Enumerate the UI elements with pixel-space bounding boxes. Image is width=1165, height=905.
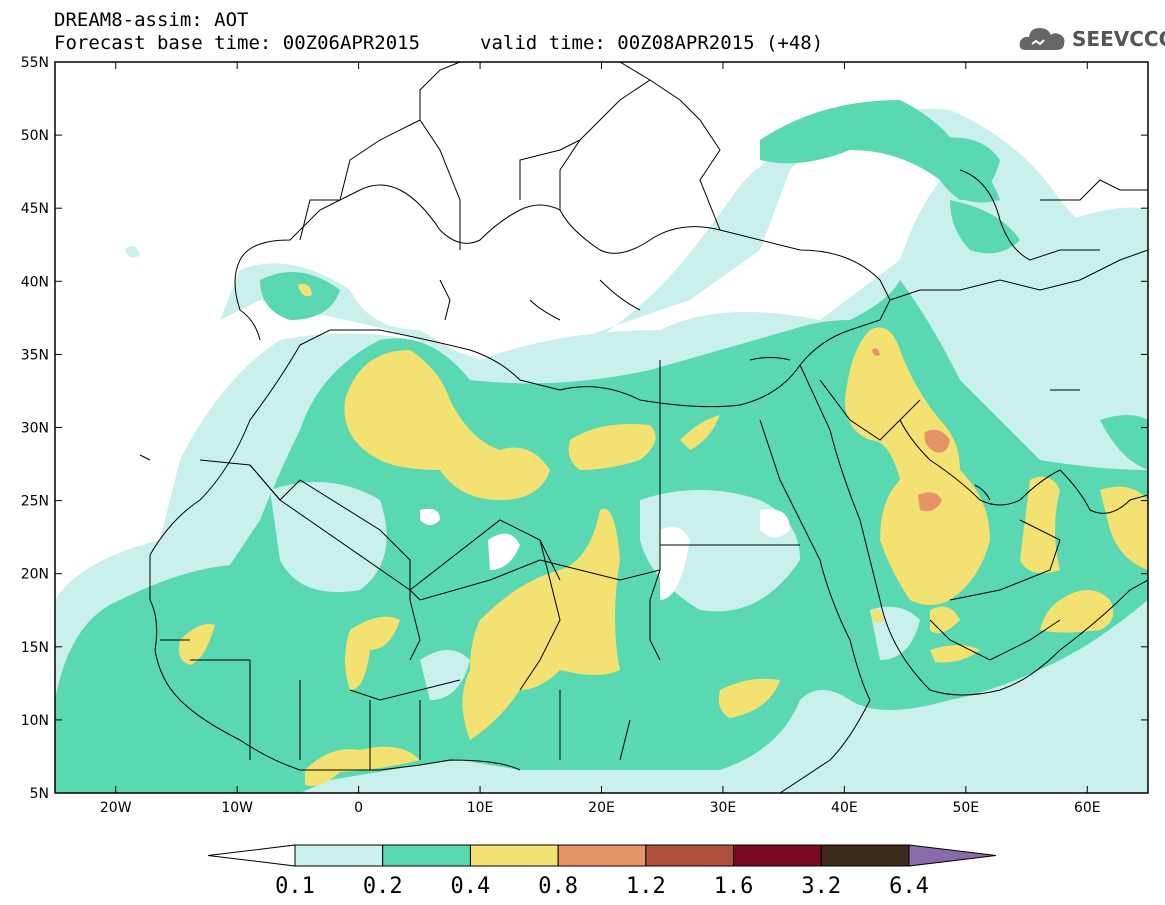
legend-label: 1.6 [714,874,754,899]
legend-box [469,844,559,867]
legend-box [733,844,822,867]
lat-label: 45N [21,201,49,217]
legend-label: 0.4 [451,874,491,899]
lat-label: 20N [21,567,49,583]
aot-0.8-1.2-regions [872,348,950,512]
legend-label: 1.2 [626,874,666,899]
valid-time: valid time: 00Z08APR2015 (+48) [480,32,824,54]
lon-label: 10E [467,800,494,816]
legend-box [820,844,910,867]
logo-text: SEEVCCC [1072,27,1165,51]
lon-label: 20W [100,800,132,816]
lat-label: 5N [30,786,49,802]
map-title: DREAM8-assim: AOT [54,9,249,31]
lat-label: 25N [21,494,49,510]
legend-labels: 0.1 0.2 0.4 0.8 1.2 1.6 3.2 6.4 [275,874,929,899]
longitude-axis: 20W 10W 0 10E 20E 30E 40E 50E 60E [100,62,1101,816]
coastline-details [139,279,1080,501]
legend-low-arrow [207,844,296,867]
legend-label: 0.1 [275,874,315,899]
country-borders [149,62,1148,793]
lon-label: 0 [354,800,363,816]
seevccc-logo: SEEVCCC [1018,22,1165,58]
lat-label: 35N [21,347,49,363]
lat-label: 40N [21,274,49,290]
forecast-base-time: Forecast base time: 00Z06APR2015 [54,32,421,54]
legend-high-arrow [908,844,997,867]
legend-label: 3.2 [801,874,841,899]
legend-label: 0.2 [363,874,403,899]
legend-label: 6.4 [889,874,929,899]
cloud-icon [1019,28,1065,50]
lat-label: 15N [21,640,49,656]
lat-label: 30N [21,421,49,437]
lon-label: 40E [831,800,858,816]
aot-field [55,62,1148,793]
legend-box [645,844,735,867]
aot-0.4-0.8-regions [178,283,1148,787]
latitude-axis: 55N 50N 45N 40N 35N 30N 25N 20N 15N 10N 5N [21,55,1148,802]
legend-box [294,844,384,867]
legend-label: 0.8 [538,874,578,899]
lat-label: 10N [21,713,49,729]
lon-label: 30E [710,800,737,816]
legend-box [382,844,471,867]
lat-label: 55N [21,55,49,71]
lon-label: 20E [588,800,615,816]
lat-label: 50N [21,128,49,144]
legend-color-boxes [207,844,997,867]
lon-label: 50E [952,800,979,816]
legend-box [557,844,647,867]
lon-label: 60E [1074,800,1101,816]
lon-label: 10W [221,800,253,816]
